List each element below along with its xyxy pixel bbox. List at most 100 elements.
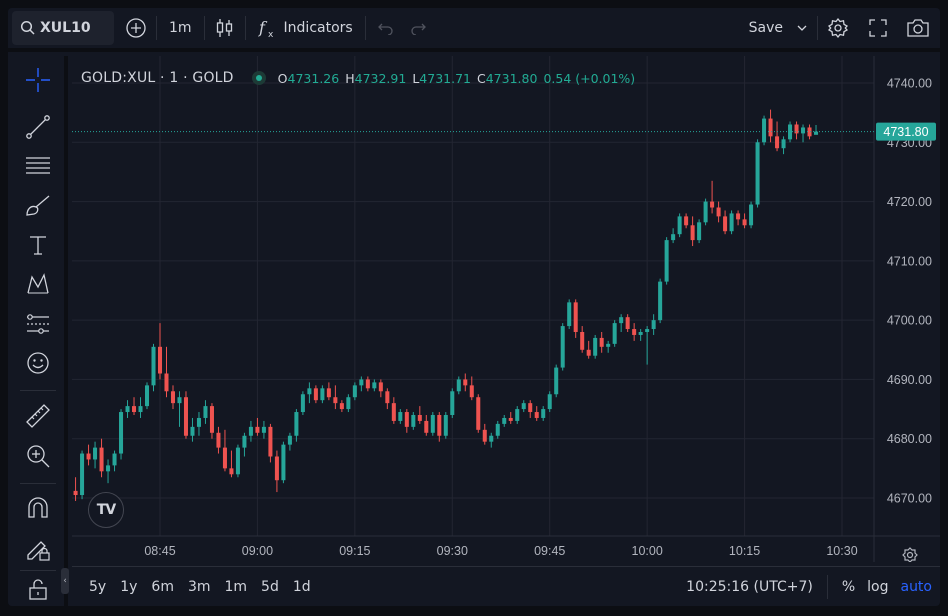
candle-body [443,415,448,436]
tool-separator [20,390,56,391]
time-tick-label: 09:15 [339,544,370,558]
candle-body [755,142,760,205]
candle-body [599,337,604,347]
fullscreen-button[interactable] [862,12,894,44]
candle-body [788,124,793,140]
candle-body [729,213,734,232]
time-tick-label: 09:45 [534,544,565,558]
snapshot-button[interactable] [902,12,934,44]
candle-body [372,382,377,389]
range-1m[interactable]: 1m [224,578,248,595]
candle-body [508,417,513,421]
candle-body [287,435,292,445]
lock-drawings-tool[interactable] [22,532,54,564]
time-tick-label: 10:15 [729,544,760,558]
price-tick-label: 4700.00 [887,314,932,328]
candle-body [736,213,741,220]
candle-body [352,385,357,398]
save-button[interactable]: Save [741,12,791,44]
range-5d[interactable]: 5d [261,578,279,595]
symbol-search-button[interactable]: XUL10 [12,11,114,45]
percent-toggle[interactable]: % [841,578,856,595]
timezone-clock[interactable]: 10:25:16 (UTC+7) [686,578,813,595]
candle-body [593,337,598,356]
candle-body [274,456,279,481]
undo-button[interactable] [370,12,402,44]
candle-body [547,394,552,410]
trendline-tool[interactable] [22,111,54,143]
range-5y[interactable]: 5y [89,578,107,595]
range-3m[interactable]: 3m [187,578,211,595]
tradingview-logo[interactable]: TV [88,492,124,528]
ruler-tool[interactable] [22,400,54,432]
candle-body [417,415,422,421]
candle-body [398,412,403,421]
fib-tool[interactable] [22,150,54,182]
bottom-separator [826,574,828,599]
zoom-tool[interactable] [22,440,54,472]
candle-body [119,412,124,454]
candle-body [132,406,137,413]
candle-body [814,131,819,135]
candle-body [586,349,591,356]
candle-body [430,415,435,433]
candle-body [671,234,676,241]
pattern-tool[interactable] [22,268,54,300]
forecast-icon [27,314,49,334]
candle-body [281,444,286,481]
range-6m[interactable]: 6m [151,578,174,595]
text-tool[interactable] [22,229,54,261]
range-1y[interactable]: 1y [120,578,138,595]
candle-body [794,124,799,134]
collapse-toolbar-button[interactable]: ‹ [61,568,69,594]
interval-button[interactable]: 1m [161,12,200,44]
candle-body [307,388,312,395]
redo-button[interactable] [402,12,434,44]
unlock-tool[interactable] [22,573,54,605]
candle-body [580,332,585,350]
candle-body [489,435,494,442]
last-price-label: 4731.80 [883,125,928,139]
drawing-toolbar: ‹ [8,56,69,606]
high-value: 4732.91 [354,70,407,86]
range-1d[interactable]: 1d [292,578,311,595]
save-menu-button[interactable] [791,12,813,44]
chart-legend: GOLD:XUL · 1 · GOLD O4731.26 H4732.91 L4… [81,70,635,86]
candle-body [300,394,305,413]
candle-body [541,409,546,418]
candle-body [456,379,461,392]
emoji-tool[interactable] [22,347,54,379]
chart-type-button[interactable] [209,12,241,44]
emoji-icon [27,352,49,374]
candle-body [651,320,656,330]
candle-body [703,201,708,223]
brush-tool[interactable] [22,190,54,222]
candle-body [554,367,559,395]
symbol-label: XUL10 [40,20,91,36]
toolbar-separator [203,16,205,40]
chart-pane[interactable]: 4740.00 4730.00 4720.00 4710.00 4700.00 4690.… [72,56,940,562]
ruler-icon [26,404,50,428]
auto-toggle[interactable]: auto [900,578,932,595]
forecast-tool[interactable] [22,308,54,340]
magnet-tool[interactable] [22,492,54,524]
toolbar-separator [156,16,157,40]
log-toggle[interactable]: log [867,578,889,595]
time-axis-settings-icon[interactable] [902,547,918,562]
time-tick-label: 09:30 [437,544,468,558]
compare-button[interactable] [120,12,152,44]
candle-body [385,391,390,404]
unlock-icon [29,579,47,600]
candle-body [495,423,500,436]
candle-body [632,329,637,335]
settings-button[interactable] [822,12,854,44]
time-tick-label: 09:00 [242,544,273,558]
price-chart[interactable]: 4740.004730.004720.004710.004700.004690.… [72,56,940,562]
crosshair-tool[interactable] [22,64,54,96]
market-status-icon[interactable] [251,71,266,85]
svg-text:f: f [258,18,268,37]
tool-separator [20,570,56,571]
camera-icon [907,19,929,37]
candle-body [573,302,578,332]
